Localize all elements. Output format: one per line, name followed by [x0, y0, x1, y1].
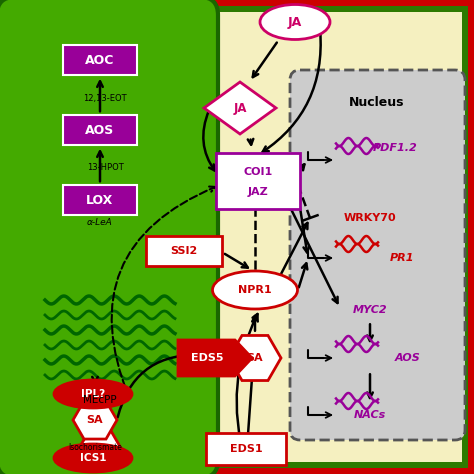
Text: AOS: AOS	[395, 353, 421, 363]
Text: JA: JA	[233, 101, 247, 115]
Text: ICS1: ICS1	[80, 453, 106, 463]
Text: AOS: AOS	[85, 124, 115, 137]
FancyBboxPatch shape	[0, 0, 218, 474]
FancyBboxPatch shape	[63, 45, 137, 75]
Ellipse shape	[54, 444, 132, 472]
FancyBboxPatch shape	[206, 433, 286, 465]
Text: WRKY70: WRKY70	[344, 213, 396, 223]
Text: MEcPP: MEcPP	[83, 395, 117, 405]
Ellipse shape	[212, 271, 298, 309]
Text: COI1: COI1	[243, 167, 273, 177]
Text: EDS5: EDS5	[191, 353, 223, 363]
Polygon shape	[78, 431, 122, 469]
FancyBboxPatch shape	[63, 185, 137, 215]
Text: SA: SA	[87, 415, 103, 425]
Text: PR1: PR1	[390, 253, 414, 263]
Text: NACs: NACs	[354, 410, 386, 420]
Text: MYC2: MYC2	[353, 305, 387, 315]
Text: Isochorismate: Isochorismate	[68, 444, 122, 453]
Text: α-LeA: α-LeA	[87, 218, 113, 227]
Text: SA: SA	[91, 445, 109, 455]
Ellipse shape	[54, 380, 132, 408]
Text: 12,13-EOT: 12,13-EOT	[83, 93, 127, 102]
Text: PDF1.2: PDF1.2	[373, 143, 418, 153]
Text: NPR1: NPR1	[238, 285, 272, 295]
FancyBboxPatch shape	[146, 236, 222, 266]
Polygon shape	[178, 340, 252, 376]
Text: EDS1: EDS1	[230, 444, 262, 454]
Text: SA: SA	[246, 353, 264, 363]
Ellipse shape	[260, 4, 330, 39]
Polygon shape	[229, 336, 281, 381]
Polygon shape	[73, 401, 117, 439]
FancyBboxPatch shape	[216, 153, 300, 209]
FancyBboxPatch shape	[63, 115, 137, 145]
Text: SSI2: SSI2	[170, 246, 198, 256]
Text: AOC: AOC	[85, 54, 115, 66]
FancyBboxPatch shape	[290, 70, 465, 440]
Text: LOX: LOX	[86, 193, 114, 207]
Text: Nucleus: Nucleus	[349, 95, 405, 109]
Text: IPL?: IPL?	[81, 389, 105, 399]
Text: JA: JA	[288, 16, 302, 28]
Polygon shape	[204, 82, 276, 134]
Text: JAZ: JAZ	[247, 187, 268, 197]
Text: 13-HPOT: 13-HPOT	[87, 164, 123, 173]
